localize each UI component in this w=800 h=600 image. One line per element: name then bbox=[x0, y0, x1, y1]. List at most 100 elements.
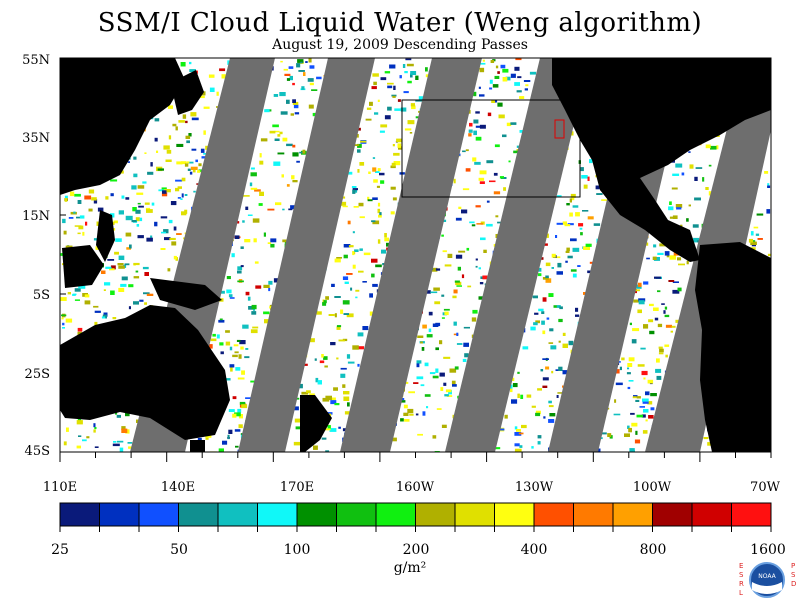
clw-cell bbox=[522, 346, 529, 350]
colorbar-swatch bbox=[613, 503, 653, 526]
clw-cell bbox=[309, 65, 315, 69]
clw-cell bbox=[433, 287, 440, 291]
clw-cell bbox=[410, 103, 415, 107]
australia bbox=[60, 305, 230, 440]
clw-cell bbox=[294, 418, 301, 423]
clw-cell bbox=[221, 74, 226, 79]
clw-cell bbox=[78, 284, 81, 289]
clw-cell bbox=[135, 209, 141, 214]
clw-cell bbox=[473, 119, 479, 124]
clw-cell bbox=[672, 215, 678, 219]
clw-cell bbox=[514, 426, 518, 430]
clw-cell bbox=[555, 369, 561, 371]
clw-cell bbox=[338, 339, 345, 342]
clw-cell bbox=[259, 153, 262, 158]
clw-cell bbox=[135, 270, 139, 273]
clw-cell bbox=[347, 220, 351, 225]
clw-cell bbox=[250, 329, 258, 334]
clw-cell bbox=[161, 192, 168, 197]
clw-cell bbox=[538, 308, 544, 312]
clw-cell bbox=[583, 246, 590, 250]
clw-cell bbox=[168, 135, 172, 140]
clw-cell bbox=[380, 77, 387, 81]
clw-cell bbox=[62, 263, 65, 266]
clw-cell bbox=[649, 303, 654, 307]
clw-cell bbox=[391, 437, 397, 442]
clw-cell bbox=[503, 187, 506, 191]
clw-cell bbox=[374, 112, 379, 115]
clw-cell bbox=[675, 163, 683, 168]
clw-cell bbox=[308, 338, 315, 343]
clw-cell bbox=[444, 264, 452, 267]
colorbar-tick-100: 100 bbox=[283, 542, 311, 558]
clw-cell bbox=[478, 177, 485, 181]
clw-cell bbox=[277, 134, 281, 137]
clw-cell bbox=[128, 306, 131, 310]
clw-cell bbox=[84, 195, 92, 200]
clw-cell bbox=[693, 237, 700, 243]
clw-cell bbox=[273, 94, 279, 97]
clw-cell bbox=[467, 285, 472, 288]
clw-cell bbox=[572, 247, 580, 252]
clw-cell bbox=[352, 264, 356, 269]
clw-cell bbox=[551, 267, 554, 269]
colorbar-tick-200: 200 bbox=[402, 542, 430, 558]
clw-cell bbox=[292, 180, 298, 183]
clw-cell bbox=[767, 183, 770, 186]
clw-cell bbox=[409, 132, 413, 134]
clw-cell bbox=[342, 300, 350, 305]
clw-cell bbox=[480, 237, 486, 241]
clw-cell bbox=[517, 371, 520, 374]
clw-cell bbox=[417, 335, 424, 338]
clw-cell bbox=[757, 238, 763, 240]
clw-cell bbox=[344, 281, 349, 284]
clw-cell bbox=[624, 433, 630, 437]
clw-cell bbox=[113, 220, 118, 224]
clw-cell bbox=[380, 180, 385, 184]
clw-cell bbox=[589, 261, 594, 264]
clw-cell bbox=[463, 326, 470, 329]
clw-cell bbox=[273, 161, 281, 166]
clw-cell bbox=[627, 425, 630, 429]
clw-cell bbox=[557, 262, 562, 268]
clw-cell bbox=[144, 152, 147, 154]
clw-cell bbox=[601, 432, 607, 435]
clw-cell bbox=[767, 253, 771, 257]
clw-cell bbox=[479, 94, 485, 97]
clw-cell bbox=[473, 91, 477, 97]
clw-cell bbox=[510, 73, 516, 78]
clw-cell bbox=[74, 299, 80, 301]
clw-cell bbox=[456, 285, 462, 287]
clw-cell bbox=[82, 231, 85, 236]
clw-cell bbox=[338, 426, 341, 429]
clw-cell bbox=[636, 396, 641, 399]
clw-cell bbox=[475, 125, 483, 128]
clw-cell bbox=[392, 95, 396, 98]
clw-cell bbox=[417, 433, 423, 436]
clw-cell bbox=[118, 265, 125, 269]
clw-cell bbox=[542, 358, 549, 360]
new-guinea bbox=[150, 278, 222, 310]
clw-cell bbox=[514, 432, 522, 436]
clw-cell bbox=[497, 221, 504, 224]
clw-cell bbox=[340, 367, 347, 370]
clw-cell bbox=[241, 370, 245, 375]
clw-cell bbox=[646, 257, 650, 260]
clw-cell bbox=[391, 94, 397, 97]
clw-cell bbox=[486, 160, 494, 164]
clw-cell bbox=[321, 437, 327, 440]
clw-cell bbox=[465, 149, 469, 152]
clw-cell bbox=[296, 63, 301, 68]
clw-cell bbox=[627, 363, 633, 367]
lat-label-35n: 35N bbox=[22, 131, 50, 146]
clw-cell bbox=[648, 319, 654, 323]
clw-cell bbox=[346, 171, 353, 175]
clw-cell bbox=[301, 391, 309, 395]
clw-cell bbox=[255, 285, 262, 289]
clw-cell bbox=[565, 250, 570, 253]
clw-cell bbox=[580, 232, 583, 236]
clw-cell bbox=[545, 262, 551, 267]
clw-cell bbox=[112, 443, 120, 447]
clw-cell bbox=[582, 210, 589, 212]
clw-cell bbox=[407, 120, 415, 125]
